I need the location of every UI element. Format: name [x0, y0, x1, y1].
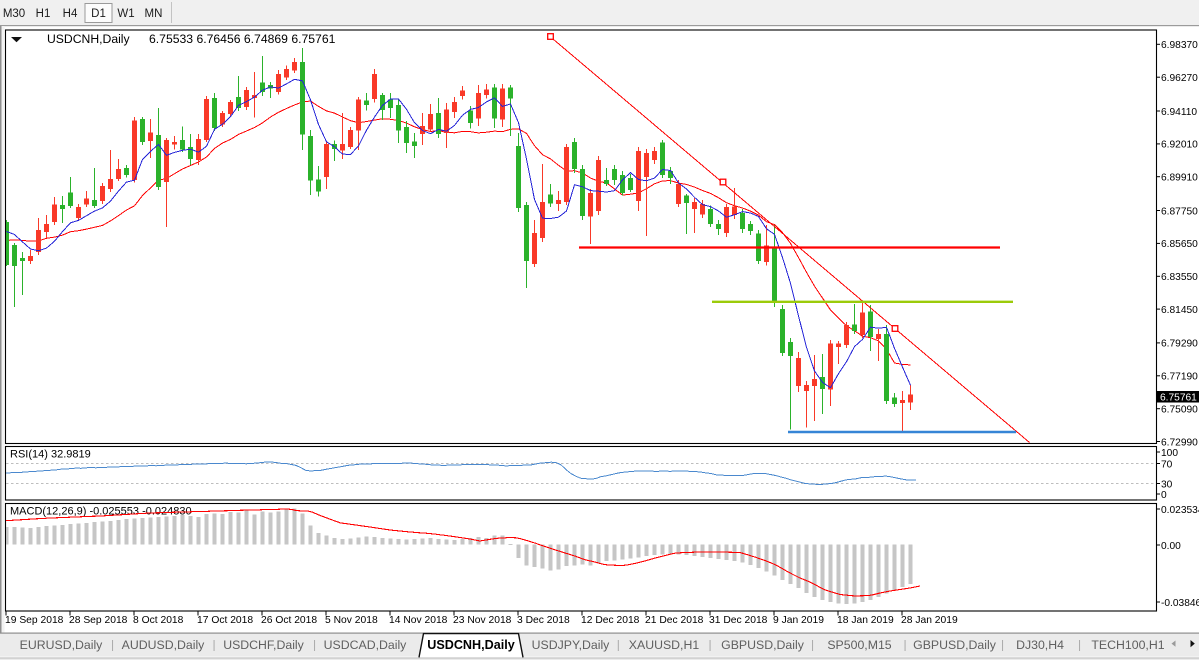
svg-text:USDCNH,Daily: USDCNH,Daily: [427, 638, 514, 652]
svg-text:6.75533 6.76456 6.74869 6.7576: 6.75533 6.76456 6.74869 6.75761: [149, 32, 336, 46]
svg-text:H4: H4: [63, 8, 78, 20]
svg-text:|: |: [708, 638, 711, 652]
svg-text:0.00: 0.00: [1161, 541, 1181, 552]
svg-text:M30: M30: [3, 8, 25, 20]
svg-text:|: |: [811, 638, 814, 652]
svg-text:6.98370: 6.98370: [1161, 40, 1198, 51]
svg-text:6.92010: 6.92010: [1161, 140, 1198, 151]
svg-text:USDCAD,Daily: USDCAD,Daily: [324, 638, 408, 652]
svg-text:30: 30: [1161, 479, 1173, 490]
svg-text:17 Oct 2018: 17 Oct 2018: [197, 615, 253, 626]
svg-text:GBPUSD,Daily: GBPUSD,Daily: [721, 638, 805, 652]
svg-text:12 Dec 2018: 12 Dec 2018: [581, 615, 640, 626]
svg-text:|: |: [617, 638, 620, 652]
svg-text:14 Nov 2018: 14 Nov 2018: [389, 615, 448, 626]
svg-text:D1: D1: [91, 8, 106, 20]
svg-text:3 Dec 2018: 3 Dec 2018: [517, 615, 570, 626]
svg-text:H1: H1: [36, 8, 51, 20]
svg-text:DJ30,H4: DJ30,H4: [1016, 638, 1064, 652]
svg-text:XAUUSD,H1: XAUUSD,H1: [629, 638, 700, 652]
svg-text:|: |: [111, 638, 114, 652]
svg-text:100: 100: [1161, 448, 1178, 459]
svg-text:6.85650: 6.85650: [1161, 239, 1198, 250]
svg-text:|: |: [1078, 638, 1081, 652]
svg-text:6.94110: 6.94110: [1161, 107, 1197, 118]
svg-text:23 Nov 2018: 23 Nov 2018: [453, 615, 512, 626]
svg-text:70: 70: [1161, 459, 1173, 470]
svg-text:-0.038466: -0.038466: [1161, 598, 1199, 609]
svg-text:USDCNH,Daily: USDCNH,Daily: [47, 32, 131, 46]
svg-text:0.023534: 0.023534: [1161, 505, 1199, 516]
svg-text:6.77190: 6.77190: [1161, 372, 1198, 383]
svg-text:6.89910: 6.89910: [1161, 173, 1198, 184]
svg-text:21 Dec 2018: 21 Dec 2018: [645, 615, 704, 626]
svg-text:8 Oct 2018: 8 Oct 2018: [133, 615, 184, 626]
svg-text:USDJPY,Daily: USDJPY,Daily: [532, 638, 611, 652]
svg-text:TECH100,H1: TECH100,H1: [1091, 638, 1164, 652]
svg-text:MACD(12,26,9) -0.025553 -0.024: MACD(12,26,9) -0.025553 -0.024830: [10, 506, 192, 518]
svg-text:6.72990: 6.72990: [1161, 437, 1198, 448]
svg-text:18 Jan 2019: 18 Jan 2019: [837, 615, 894, 626]
svg-text:5 Nov 2018: 5 Nov 2018: [325, 615, 378, 626]
svg-text:6.83550: 6.83550: [1161, 272, 1198, 283]
svg-text:28 Jan 2019: 28 Jan 2019: [901, 615, 958, 626]
svg-text:19 Sep 2018: 19 Sep 2018: [5, 615, 64, 626]
svg-text:31 Dec 2018: 31 Dec 2018: [709, 615, 768, 626]
svg-text:SP500,M15: SP500,M15: [827, 638, 891, 652]
svg-text:6.75761: 6.75761: [1160, 393, 1197, 404]
svg-text:|: |: [313, 638, 316, 652]
svg-text:6.87750: 6.87750: [1161, 206, 1198, 217]
svg-text:6.96270: 6.96270: [1161, 73, 1198, 84]
svg-text:W1: W1: [117, 8, 134, 20]
svg-text:26 Oct 2018: 26 Oct 2018: [261, 615, 317, 626]
svg-text:9 Jan 2019: 9 Jan 2019: [773, 615, 824, 626]
svg-text:6.75090: 6.75090: [1161, 405, 1198, 416]
svg-text:|: |: [903, 638, 906, 652]
svg-text:EURUSD,Daily: EURUSD,Daily: [20, 638, 104, 652]
svg-text:RSI(14) 32.9819: RSI(14) 32.9819: [10, 449, 91, 461]
svg-text:|: |: [1001, 638, 1004, 652]
svg-text:28 Sep 2018: 28 Sep 2018: [69, 615, 128, 626]
svg-text:USDCHF,Daily: USDCHF,Daily: [223, 638, 304, 652]
svg-text:GBPUSD,Daily: GBPUSD,Daily: [913, 638, 997, 652]
svg-text:6.81450: 6.81450: [1161, 305, 1198, 316]
svg-text:AUDUSD,Daily: AUDUSD,Daily: [122, 638, 206, 652]
svg-text:|: |: [212, 638, 215, 652]
svg-text:6.79290: 6.79290: [1161, 339, 1198, 350]
svg-text:0: 0: [1161, 490, 1167, 501]
svg-text:MN: MN: [145, 8, 163, 20]
